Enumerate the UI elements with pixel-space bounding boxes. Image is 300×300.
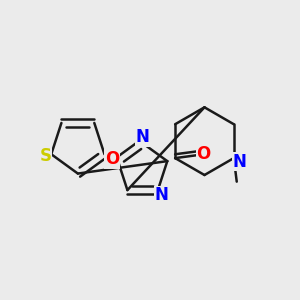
Text: O: O [105, 150, 119, 168]
Text: N: N [136, 128, 150, 146]
Text: N: N [155, 186, 169, 204]
Text: S: S [40, 147, 52, 165]
Text: O: O [196, 145, 211, 163]
Text: N: N [233, 153, 247, 171]
